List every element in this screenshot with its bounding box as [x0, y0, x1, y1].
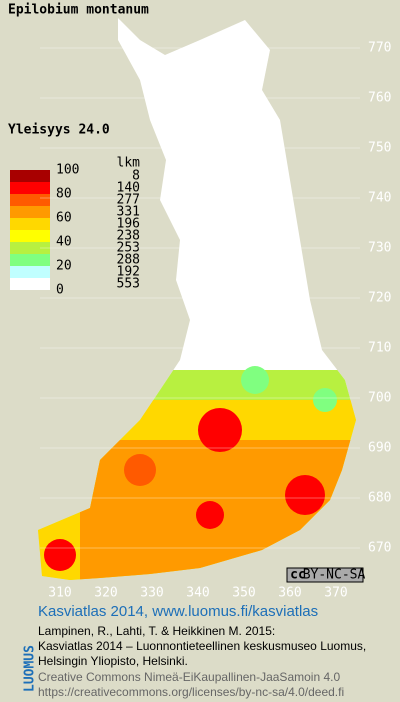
legend-count: 238 — [117, 229, 140, 244]
north-label: 700 — [368, 391, 391, 406]
north-label: 740 — [368, 191, 391, 206]
legend-scale-label: 40 — [56, 235, 72, 250]
legend-count: 8 — [132, 169, 140, 184]
east-label: 360 — [278, 586, 301, 601]
hotspot — [241, 366, 269, 394]
north-label: 720 — [368, 291, 391, 306]
north-label: 750 — [368, 141, 391, 156]
hotspot — [313, 388, 337, 412]
legend-swatch — [10, 278, 50, 290]
north-label: 670 — [368, 541, 391, 556]
legend-count: 253 — [117, 241, 140, 256]
license-line: Creative Commons Nimeä-EiKaupallinen-Jaa… — [38, 670, 340, 684]
legend-swatch — [10, 170, 50, 182]
east-label: 330 — [140, 586, 163, 601]
license-badge: cc BY-NC-SA — [286, 567, 366, 583]
legend-swatch — [10, 230, 50, 242]
license-line: https://creativecommons.org/licenses/by-… — [38, 685, 344, 699]
frequency: Yleisyys 24.0 — [8, 123, 110, 138]
citation-line: Kasviatlas 2014 – Luonnontieteellinen ke… — [38, 639, 366, 653]
legend-swatch — [10, 206, 50, 218]
hotspot — [44, 539, 76, 571]
legend-swatch — [10, 254, 50, 266]
east-label: 320 — [94, 586, 117, 601]
hotspot — [198, 408, 242, 452]
north-label: 730 — [368, 241, 391, 256]
legend-count: 192 — [117, 265, 140, 280]
hotspot — [285, 475, 325, 515]
citation-line: Helsingin Yliopisto, Helsinki. — [38, 654, 188, 668]
east-label: 340 — [186, 586, 209, 601]
legend-swatch — [10, 194, 50, 206]
badge-label: BY-NC-SA — [303, 568, 366, 583]
count-header: lkm — [117, 156, 141, 171]
legend-swatch — [10, 182, 50, 194]
legend-swatch — [10, 242, 50, 254]
map-title: Epilobium montanum — [8, 3, 149, 18]
north-label: 710 — [368, 341, 391, 356]
north-label: 690 — [368, 441, 391, 456]
legend-count: 277 — [117, 193, 140, 208]
legend-scale-label: 0 — [56, 283, 64, 298]
north-label: 760 — [368, 91, 391, 106]
legend-swatch — [10, 218, 50, 230]
north-label: 770 — [368, 41, 391, 56]
footer-heading: Kasviatlas 2014, www.luomus.fi/kasviatla… — [38, 603, 318, 620]
legend-scale-label: 60 — [56, 211, 72, 226]
legend-swatch — [10, 266, 50, 278]
badge-frame — [286, 567, 364, 583]
legend-count: 331 — [117, 205, 140, 220]
legend-count: 288 — [117, 253, 140, 268]
citation-line: Lampinen, R., Lahti, T. & Heikkinen M. 2… — [38, 624, 275, 638]
badge-icon: cc — [290, 568, 306, 583]
legend-count: 196 — [117, 217, 140, 232]
legend-scale-label: 80 — [56, 187, 72, 202]
legend-count: 140 — [117, 181, 140, 196]
east-label: 350 — [232, 586, 255, 601]
logo: LUOMUS — [23, 645, 38, 692]
legend-scale-label: 20 — [56, 259, 72, 274]
hotspot — [124, 454, 156, 486]
north-label: 680 — [368, 491, 391, 506]
legend-scale-label: 100 — [56, 163, 79, 178]
east-label: 310 — [48, 586, 71, 601]
legend-count: 553 — [117, 277, 140, 292]
east-label: 370 — [324, 586, 347, 601]
hotspot — [196, 501, 224, 529]
